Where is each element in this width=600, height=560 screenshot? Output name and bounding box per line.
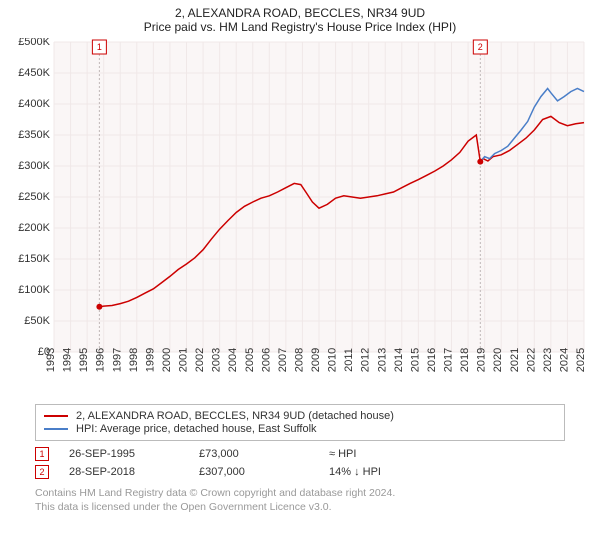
svg-text:1993: 1993 (45, 348, 57, 372)
svg-text:2012: 2012 (360, 348, 372, 372)
svg-text:£250K: £250K (18, 191, 50, 203)
svg-text:£150K: £150K (18, 253, 50, 265)
callout-date-1: 26-SEP-1995 (69, 448, 179, 460)
svg-text:2016: 2016 (426, 348, 438, 372)
svg-text:2024: 2024 (558, 348, 570, 372)
svg-text:£200K: £200K (18, 222, 50, 234)
chart-svg: £0£50K£100K£150K£200K£250K£300K£350K£400… (10, 38, 590, 398)
svg-text:£500K: £500K (18, 38, 50, 48)
callout-marker-1: 1 (35, 447, 49, 461)
chart-container: 2, ALEXANDRA ROAD, BECCLES, NR34 9UD Pri… (0, 0, 600, 560)
svg-text:2020: 2020 (492, 348, 504, 372)
svg-text:2006: 2006 (260, 348, 272, 372)
legend-item-property: 2, ALEXANDRA ROAD, BECCLES, NR34 9UD (de… (44, 410, 556, 422)
callout-marker-2: 2 (35, 465, 49, 479)
svg-text:1: 1 (97, 42, 102, 52)
svg-text:2011: 2011 (343, 348, 355, 372)
callout-row-2: 2 28-SEP-2018 £307,000 14% ↓ HPI (35, 463, 565, 481)
svg-text:2005: 2005 (244, 348, 256, 372)
svg-text:£300K: £300K (18, 160, 50, 172)
attribution-line-1: Contains HM Land Registry data © Crown c… (35, 487, 565, 501)
plot-area: £0£50K£100K£150K£200K£250K£300K£350K£400… (10, 38, 590, 398)
callout-delta-1: ≈ HPI (329, 448, 449, 460)
attribution-line-2: This data is licensed under the Open Gov… (35, 501, 565, 515)
svg-text:1997: 1997 (111, 348, 123, 372)
svg-text:2021: 2021 (509, 348, 521, 372)
svg-text:2023: 2023 (542, 348, 554, 372)
svg-text:1999: 1999 (144, 348, 156, 372)
svg-text:2007: 2007 (277, 348, 289, 372)
title-address: 2, ALEXANDRA ROAD, BECCLES, NR34 9UD (8, 6, 592, 20)
svg-text:2002: 2002 (194, 348, 206, 372)
svg-text:2009: 2009 (310, 348, 322, 372)
svg-text:£50K: £50K (24, 315, 50, 327)
attribution-block: Contains HM Land Registry data © Crown c… (35, 487, 565, 514)
svg-text:2014: 2014 (393, 348, 405, 372)
svg-text:£400K: £400K (18, 98, 50, 110)
svg-text:£450K: £450K (18, 67, 50, 79)
svg-text:£350K: £350K (18, 129, 50, 141)
svg-text:2008: 2008 (293, 348, 305, 372)
svg-text:2001: 2001 (178, 348, 190, 372)
callout-table: 1 26-SEP-1995 £73,000 ≈ HPI 2 28-SEP-201… (35, 445, 565, 481)
svg-text:2015: 2015 (409, 348, 421, 372)
svg-text:2025: 2025 (575, 348, 587, 372)
callout-row-1: 1 26-SEP-1995 £73,000 ≈ HPI (35, 445, 565, 463)
legend-swatch-blue (44, 428, 68, 430)
svg-text:2017: 2017 (443, 348, 455, 372)
svg-text:2004: 2004 (227, 348, 239, 372)
callout-price-2: £307,000 (199, 466, 309, 478)
callout-date-2: 28-SEP-2018 (69, 466, 179, 478)
svg-text:1998: 1998 (128, 348, 140, 372)
legend-swatch-red (44, 415, 68, 417)
legend-item-hpi: HPI: Average price, detached house, East… (44, 423, 556, 435)
callout-price-1: £73,000 (199, 448, 309, 460)
svg-text:2000: 2000 (161, 348, 173, 372)
titles-block: 2, ALEXANDRA ROAD, BECCLES, NR34 9UD Pri… (8, 6, 592, 34)
svg-text:1995: 1995 (78, 348, 90, 372)
svg-text:2010: 2010 (327, 348, 339, 372)
title-subtitle: Price paid vs. HM Land Registry's House … (8, 20, 592, 34)
svg-text:2022: 2022 (525, 348, 537, 372)
svg-text:2019: 2019 (476, 348, 488, 372)
legend-label-hpi: HPI: Average price, detached house, East… (76, 423, 317, 435)
callout-delta-2: 14% ↓ HPI (329, 466, 449, 478)
svg-text:£100K: £100K (18, 284, 50, 296)
svg-text:1996: 1996 (95, 348, 107, 372)
legend-box: 2, ALEXANDRA ROAD, BECCLES, NR34 9UD (de… (35, 404, 565, 441)
svg-text:2013: 2013 (376, 348, 388, 372)
svg-text:1994: 1994 (62, 348, 74, 372)
legend-label-property: 2, ALEXANDRA ROAD, BECCLES, NR34 9UD (de… (76, 410, 394, 422)
svg-text:2018: 2018 (459, 348, 471, 372)
svg-text:2: 2 (478, 42, 483, 52)
svg-text:2003: 2003 (211, 348, 223, 372)
